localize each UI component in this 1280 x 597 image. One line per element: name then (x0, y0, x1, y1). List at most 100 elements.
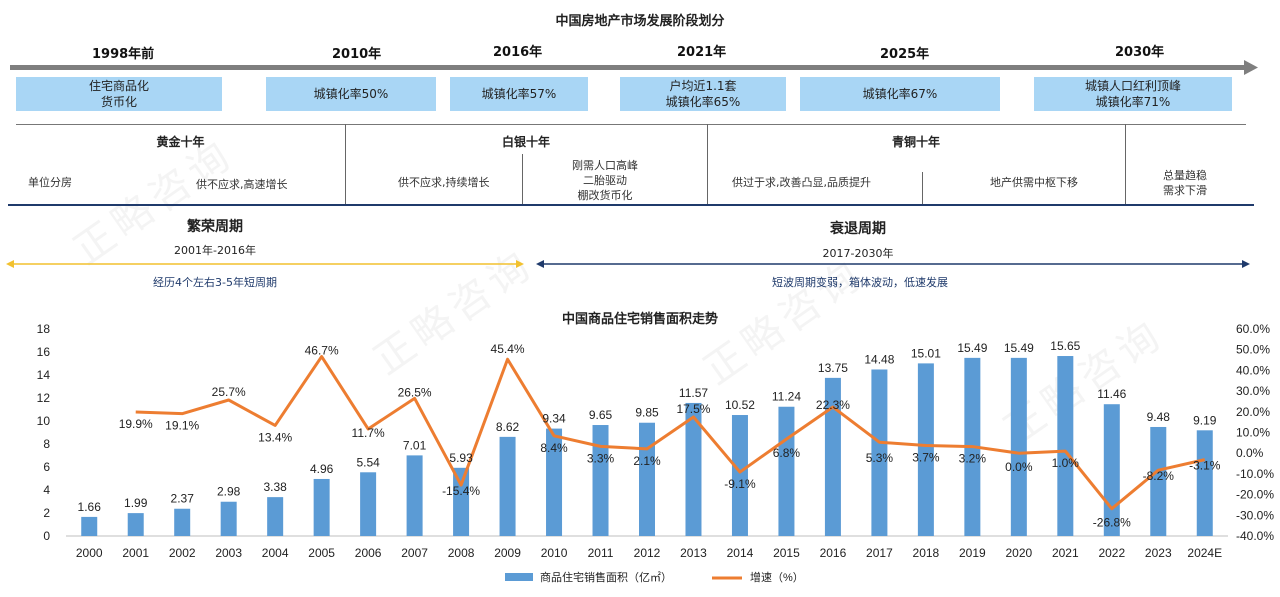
era-subdivider (922, 172, 923, 204)
x-tick-label: 2012 (634, 546, 661, 560)
x-tick-label: 2014 (727, 546, 754, 560)
y-left-tick-label: 6 (43, 460, 50, 474)
line-data-label: 11.7% (352, 426, 385, 440)
bar-data-label: 13.75 (818, 361, 848, 375)
bar (917, 363, 934, 536)
x-tick-label: 2020 (1005, 546, 1032, 560)
timeline-title: 中国房地产市场发展阶段划分 (555, 14, 725, 29)
era-table-bottom-line (8, 204, 1254, 206)
bar-data-label: 9.65 (589, 408, 613, 422)
bar-data-label: 5.54 (356, 455, 380, 469)
era-desc-line: 刚需人口高峰 (572, 159, 638, 172)
bar (592, 425, 609, 536)
legend-bar-swatch (505, 573, 533, 581)
bar-data-label: 2.98 (217, 485, 241, 499)
line-data-label: -15.4% (442, 484, 480, 498)
bar-data-label: 3.38 (263, 480, 287, 494)
milestone-box: 住宅商品化 货币化 (16, 77, 222, 111)
bar (313, 478, 330, 536)
bar (220, 501, 237, 536)
bar (267, 497, 284, 536)
year-label: 2025年 (880, 47, 930, 62)
line-data-label: -26.8% (1093, 516, 1131, 530)
bar-data-label: 9.48 (1147, 410, 1171, 424)
bar (406, 455, 423, 536)
y-left-tick-label: 4 (43, 483, 50, 497)
cycle-title-prosperity: 繁荣周期 (187, 219, 243, 235)
x-tick-label: 2009 (494, 546, 521, 560)
y-right-tick-label: 10.0% (1236, 426, 1270, 440)
era-desc: 地产供需中枢下移 (990, 176, 1078, 189)
cycle-title-decline: 衰退周期 (830, 221, 886, 237)
era-subdivider (522, 154, 523, 204)
decline-arrow (536, 260, 1250, 268)
x-tick-label: 2018 (913, 546, 940, 560)
x-tick-label: 2022 (1098, 546, 1125, 560)
milestone-line: 城镇人口红利顶峰 (1084, 79, 1181, 93)
era-divider (345, 124, 346, 204)
x-tick-label: 2007 (401, 546, 428, 560)
bar-data-label: 9.19 (1193, 413, 1217, 427)
x-tick-label: 2023 (1145, 546, 1172, 560)
bar-data-label: 10.52 (725, 398, 755, 412)
bar-data-label: 7.01 (403, 438, 427, 452)
x-tick-label: 2006 (355, 546, 382, 560)
x-tick-label: 2010 (541, 546, 568, 560)
year-label: 2021年 (677, 45, 727, 60)
bar (685, 402, 702, 536)
y-right-tick-label: -40.0% (1236, 529, 1274, 543)
era-title-gold: 黄金十年 (156, 135, 205, 149)
era-desc-line: 二胎驱动 (583, 174, 627, 187)
line-data-label: 6.8% (773, 446, 801, 460)
era-title-silver: 白银十年 (501, 135, 550, 149)
bar-data-label: 15.01 (911, 346, 941, 360)
bar-data-label: 1.66 (78, 500, 102, 514)
line-data-label: -8.2% (1143, 469, 1175, 483)
y-left-tick-label: 18 (37, 322, 51, 336)
y-right-tick-label: 60.0% (1236, 322, 1270, 336)
bar-data-label: 11.46 (1097, 387, 1126, 401)
y-right-tick-label: -30.0% (1236, 508, 1274, 522)
bar-data-label: 15.49 (957, 341, 987, 355)
y-right-tick-label: 50.0% (1236, 343, 1270, 357)
bar-data-label: 5.93 (449, 451, 473, 465)
growth-line (135, 355, 1206, 511)
bar-data-label: 8.62 (496, 420, 520, 434)
milestone-box: 城镇人口红利顶峰 城镇化率71% (1034, 77, 1232, 111)
bar (453, 467, 470, 536)
bar-data-label: 9.34 (542, 412, 566, 426)
milestone-box: 城镇化率67% (800, 77, 1000, 111)
year-label: 2016年 (493, 45, 543, 60)
prosperity-arrow (6, 260, 524, 268)
x-tick-label: 2016 (820, 546, 847, 560)
x-tick-label: 2011 (588, 546, 614, 560)
x-tick-label: 2001 (122, 546, 149, 560)
milestone-box: 城镇化率50% (266, 77, 436, 111)
y-right-tick-label: 30.0% (1236, 384, 1270, 398)
milestone-line: 住宅商品化 (88, 79, 149, 93)
line-data-label: 17.5% (676, 402, 710, 416)
milestone-line: 城镇化率50% (313, 87, 389, 101)
line-data-label: 5.3% (866, 451, 894, 465)
legend-bar-label: 商品住宅销售面积（亿㎡） (540, 570, 672, 584)
milestone-box: 户均近1.1套 城镇化率65% (620, 77, 786, 111)
y-right-tick-label: 40.0% (1236, 363, 1270, 377)
bar (360, 472, 377, 536)
year-label: 2010年 (332, 47, 382, 62)
x-tick-label: 2017 (866, 546, 893, 560)
y-right-tick-label: 0.0% (1236, 446, 1264, 460)
year-label: 2030年 (1115, 45, 1165, 60)
bar (127, 513, 144, 536)
y-left-tick-label: 10 (37, 414, 51, 428)
milestone-line: 货币化 (100, 95, 137, 109)
cycle-years-decline: 2017-2030年 (822, 247, 894, 260)
era-desc: 供不应求,高速增长 (196, 178, 288, 191)
era-desc-line: 需求下滑 (1163, 184, 1207, 197)
x-tick-label: 2002 (169, 546, 196, 560)
bar-data-label: 9.85 (635, 406, 659, 420)
bar (824, 377, 841, 536)
bar-data-label: 1.99 (124, 496, 148, 510)
line-data-label: 25.7% (212, 385, 246, 399)
era-desc: 刚需人口高峰 二胎驱动 棚改货币化 (540, 158, 670, 203)
line-data-label: 3.3% (587, 451, 615, 465)
